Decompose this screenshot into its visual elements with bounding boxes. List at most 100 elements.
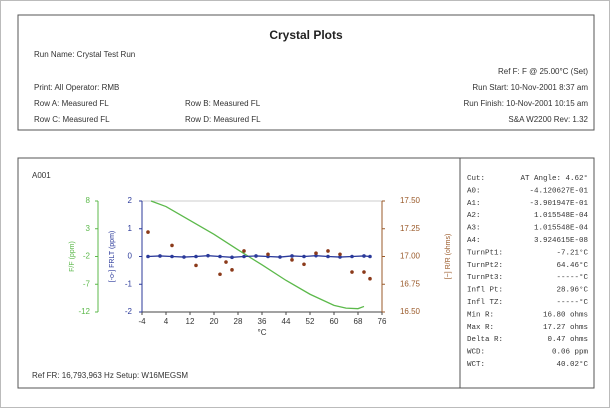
row-b: Row B: Measured FL [185, 99, 261, 108]
y-tick-label: 16.75 [400, 279, 421, 288]
y-tick-label: 17.00 [400, 252, 421, 261]
data-point [146, 230, 150, 234]
data-point [326, 249, 330, 253]
x-tick-label: 68 [354, 317, 363, 326]
stat-label: TurnPt2: [467, 262, 503, 270]
run-name: Run Name: Crystal Test Run [34, 50, 135, 59]
x-tick-label: -4 [138, 317, 146, 326]
x-tick-label: 20 [210, 317, 219, 326]
series-line [147, 255, 371, 258]
row-c: Row C: Measured FL [34, 115, 110, 124]
stat-label: Cut: [467, 175, 485, 183]
stat-label: A3: [467, 225, 481, 233]
stat-label: A1: [467, 200, 481, 208]
stat-label: A0: [467, 187, 481, 195]
stat-label: WCD: [467, 349, 485, 357]
data-point [158, 254, 162, 258]
data-point [170, 254, 174, 259]
stat-label: WCT: [467, 361, 485, 369]
stat-value: -----°C [556, 273, 588, 282]
x-tick-label: 28 [234, 317, 243, 326]
data-point [326, 254, 330, 259]
stat-value: AT Angle: 4.62° [520, 174, 588, 183]
y-tick-label: 16.50 [400, 307, 421, 316]
stat-label: Min R: [467, 311, 494, 319]
stat-value: -3.901947E-01 [529, 200, 588, 208]
stat-value: 17.27 ohms [543, 324, 588, 332]
y-tick-label: -2 [125, 307, 133, 316]
data-point [338, 255, 342, 259]
stat-value: -4.120627E-01 [529, 187, 588, 195]
y-tick-label: -7 [83, 279, 91, 288]
data-point [242, 254, 246, 259]
data-point [266, 252, 270, 257]
data-point [314, 251, 318, 255]
x-tick-label: 76 [378, 317, 387, 326]
y-tick-label: 17.25 [400, 224, 421, 233]
data-point [194, 254, 198, 259]
data-point [218, 254, 222, 259]
title: Crystal Plots [269, 28, 343, 42]
data-point [206, 253, 210, 258]
x-tick-label: 52 [306, 317, 315, 326]
data-point [224, 260, 228, 264]
plot-id: A001 [32, 171, 51, 180]
row-d: Row D: Measured FL [185, 115, 261, 124]
data-point [368, 254, 372, 259]
series-line [150, 200, 365, 310]
stat-value: -----°C [556, 298, 588, 307]
stat-label: A4: [467, 237, 481, 245]
data-point [350, 270, 354, 274]
footer: Ref FR: 16,793,963 Hz Setup: W16MEGSM [32, 371, 188, 380]
data-point [362, 270, 366, 274]
data-point [254, 254, 258, 258]
revision: S&A W2200 Rev: 1.32 [508, 115, 588, 124]
stat-value: 3.924615E-08 [534, 237, 588, 245]
data-point [230, 255, 234, 260]
data-point [362, 254, 366, 258]
stat-value: 40.02°C [556, 360, 588, 369]
y-axis-label: F/F (ppm) [69, 241, 76, 272]
x-tick-label: 12 [186, 317, 195, 326]
x-tick-label: 4 [164, 317, 169, 326]
stat-label: Max R: [467, 324, 494, 332]
data-point [302, 254, 306, 259]
stat-value: 28.96°C [556, 286, 588, 295]
data-point [368, 276, 372, 281]
y-tick-label: 3 [86, 224, 91, 233]
y-tick-label: 8 [86, 196, 91, 205]
y-tick-label: -12 [78, 307, 90, 316]
stat-value: 0.47 ohms [547, 336, 588, 344]
x-axis-label: °C [258, 328, 267, 337]
y-tick-label: 17.50 [400, 196, 421, 205]
stat-value: 1.015548E-04 [534, 225, 589, 233]
stat-label: TurnPt3: [467, 274, 503, 282]
stat-label: Infl TZ: [467, 299, 503, 307]
y-tick-label: -1 [125, 279, 133, 288]
ref-f: Ref F: F @ 25.00°C (Set) [498, 67, 588, 76]
data-point [278, 255, 282, 259]
stat-label: A2: [467, 212, 481, 220]
y-axis-label: [-o-] FRLT (ppm) [109, 231, 116, 282]
data-point [242, 249, 246, 253]
y-tick-label: 1 [128, 224, 133, 233]
data-point [182, 255, 186, 259]
header-box [17, 14, 595, 131]
stat-value: 64.46°C [556, 261, 588, 270]
data-point [194, 263, 198, 268]
print: Print: All Operator: RMB [34, 83, 119, 92]
x-tick-label: 44 [282, 317, 291, 326]
x-tick-label: 36 [258, 317, 267, 326]
stats-panel: Cut: AT Angle: 4.62° A0: -4.120627E-01 A1: -3… [467, 174, 588, 369]
data-point [146, 254, 150, 259]
plot-box [17, 157, 595, 389]
data-point [218, 272, 222, 277]
stat-value: 16.80 ohms [543, 311, 588, 319]
x-tick-label: 60 [330, 317, 339, 326]
stat-value: 0.06 ppm [552, 349, 589, 357]
data-point [170, 243, 174, 248]
run-finish: Run Finish: 10-Nov-2001 10:15 am [463, 99, 588, 108]
stat-label: Delta R: [467, 336, 503, 344]
